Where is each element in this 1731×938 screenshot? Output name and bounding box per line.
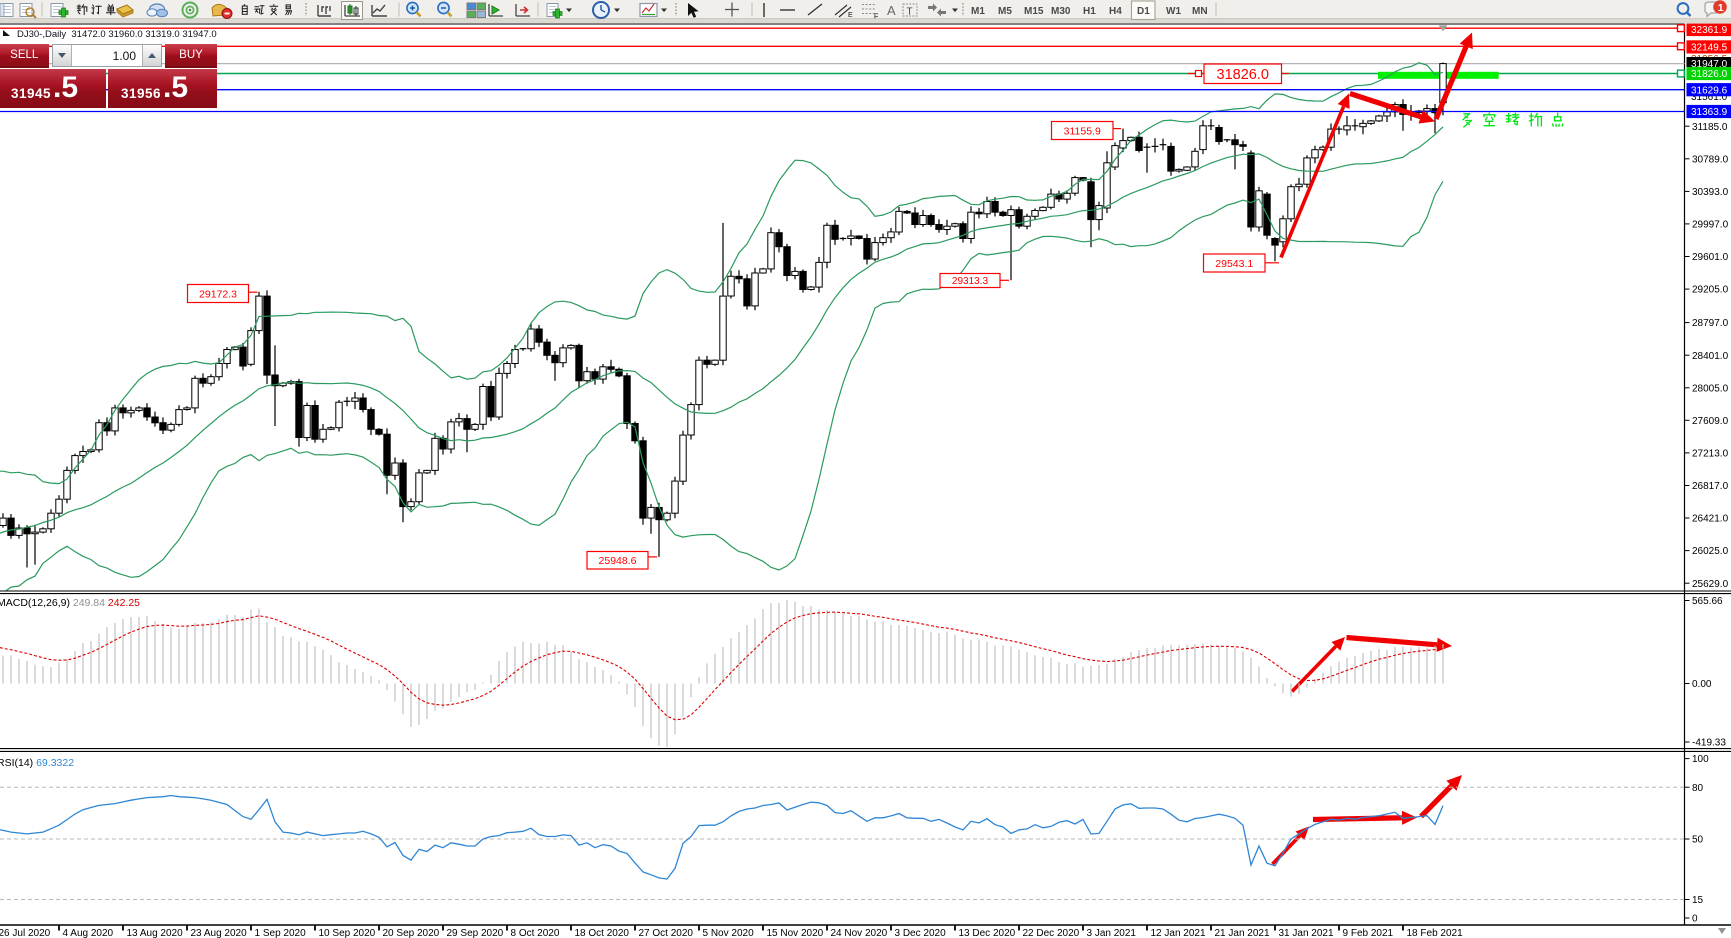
svg-text:31155.9: 31155.9 bbox=[1064, 125, 1101, 137]
svg-text:15 Nov 2020: 15 Nov 2020 bbox=[767, 928, 824, 938]
svg-text:31826.0: 31826.0 bbox=[1217, 67, 1269, 83]
svg-text:30789.0: 30789.0 bbox=[1692, 154, 1729, 165]
svg-text:26817.0: 26817.0 bbox=[1692, 481, 1729, 492]
svg-text:MN: MN bbox=[1192, 6, 1208, 17]
svg-text:13 Dec 2020: 13 Dec 2020 bbox=[959, 928, 1016, 938]
svg-text:31826.0: 31826.0 bbox=[1691, 69, 1728, 80]
svg-text:28401.0: 28401.0 bbox=[1692, 351, 1729, 362]
svg-text:13 Aug 2020: 13 Aug 2020 bbox=[127, 928, 184, 938]
svg-text:27609.0: 27609.0 bbox=[1692, 416, 1729, 427]
svg-text:5 Nov 2020: 5 Nov 2020 bbox=[703, 928, 755, 938]
svg-text:1: 1 bbox=[1718, 2, 1724, 14]
svg-text:4 Aug 2020: 4 Aug 2020 bbox=[63, 928, 114, 938]
svg-text:29205.0: 29205.0 bbox=[1692, 285, 1729, 296]
svg-text:21 Jan 2021: 21 Jan 2021 bbox=[1215, 928, 1270, 938]
svg-text:1 Sep 2020: 1 Sep 2020 bbox=[255, 928, 307, 938]
svg-text:31363.9: 31363.9 bbox=[1691, 107, 1728, 118]
svg-text:31185.0: 31185.0 bbox=[1692, 122, 1728, 133]
svg-text:3 Dec 2020: 3 Dec 2020 bbox=[895, 928, 947, 938]
svg-text:29997.0: 29997.0 bbox=[1692, 220, 1729, 231]
svg-text:H1: H1 bbox=[1083, 6, 1096, 17]
svg-text:M1: M1 bbox=[971, 6, 985, 17]
svg-text:18 Oct 2020: 18 Oct 2020 bbox=[575, 928, 630, 938]
svg-text:0.00: 0.00 bbox=[1692, 679, 1712, 690]
svg-text:T: T bbox=[907, 7, 913, 18]
svg-text:22 Dec 2020: 22 Dec 2020 bbox=[1023, 928, 1080, 938]
svg-text:29172.3: 29172.3 bbox=[199, 288, 237, 300]
svg-text:MACD(12,26,9) 249.84 242.25: MACD(12,26,9) 249.84 242.25 bbox=[0, 597, 140, 609]
svg-text:28797.0: 28797.0 bbox=[1692, 318, 1729, 329]
svg-text:RSI(14) 69.3322: RSI(14) 69.3322 bbox=[0, 757, 74, 769]
svg-text:29543.1: 29543.1 bbox=[1215, 258, 1253, 270]
svg-text:M30: M30 bbox=[1051, 6, 1071, 17]
svg-text:565.66: 565.66 bbox=[1692, 596, 1723, 607]
svg-text:32149.5: 32149.5 bbox=[1691, 43, 1728, 54]
svg-text:31947.0: 31947.0 bbox=[1691, 59, 1728, 70]
svg-text:3 Jan 2021: 3 Jan 2021 bbox=[1087, 928, 1137, 938]
svg-text:29 Sep 2020: 29 Sep 2020 bbox=[447, 928, 504, 938]
svg-text:12 Jan 2021: 12 Jan 2021 bbox=[1151, 928, 1206, 938]
svg-text:29313.3: 29313.3 bbox=[952, 276, 989, 287]
svg-text:M15: M15 bbox=[1024, 6, 1044, 17]
svg-text:25948.6: 25948.6 bbox=[599, 555, 637, 567]
svg-text:50: 50 bbox=[1692, 835, 1704, 846]
svg-text:26025.0: 26025.0 bbox=[1692, 546, 1729, 557]
svg-text:30393.0: 30393.0 bbox=[1692, 187, 1729, 198]
svg-text:A: A bbox=[887, 3, 896, 18]
svg-text:D1: D1 bbox=[1137, 6, 1150, 17]
svg-text:27213.0: 27213.0 bbox=[1692, 449, 1729, 460]
svg-text:F: F bbox=[874, 14, 878, 21]
svg-text:H4: H4 bbox=[1109, 6, 1122, 17]
svg-text:-419.33: -419.33 bbox=[1692, 738, 1726, 749]
svg-text:18 Feb 2021: 18 Feb 2021 bbox=[1407, 928, 1464, 938]
svg-text:31561.0: 31561.0 bbox=[1691, 92, 1728, 103]
svg-text:0: 0 bbox=[1692, 914, 1698, 925]
svg-text:28005.0: 28005.0 bbox=[1692, 383, 1729, 394]
svg-text:20 Sep 2020: 20 Sep 2020 bbox=[383, 928, 440, 938]
svg-text:80: 80 bbox=[1692, 783, 1704, 794]
svg-text:15: 15 bbox=[1692, 895, 1704, 906]
svg-text:31 Jan 2021: 31 Jan 2021 bbox=[1279, 928, 1334, 938]
svg-text:25629.0: 25629.0 bbox=[1692, 579, 1729, 590]
svg-text:100: 100 bbox=[1692, 754, 1709, 765]
svg-text:W1: W1 bbox=[1166, 6, 1181, 17]
svg-text:9 Feb 2021: 9 Feb 2021 bbox=[1343, 928, 1394, 938]
svg-text:24 Nov 2020: 24 Nov 2020 bbox=[831, 928, 888, 938]
svg-text:23 Aug 2020: 23 Aug 2020 bbox=[191, 928, 248, 938]
svg-text:29601.0: 29601.0 bbox=[1692, 252, 1729, 263]
svg-text:31629.6: 31629.6 bbox=[1691, 85, 1728, 96]
svg-text:E: E bbox=[848, 12, 853, 19]
svg-text:27 Oct 2020: 27 Oct 2020 bbox=[639, 928, 694, 938]
svg-text:M5: M5 bbox=[998, 6, 1012, 17]
svg-text:32361.9: 32361.9 bbox=[1691, 25, 1728, 36]
svg-text:8 Oct 2020: 8 Oct 2020 bbox=[511, 928, 560, 938]
svg-text:10 Sep 2020: 10 Sep 2020 bbox=[319, 928, 376, 938]
svg-text:26421.0: 26421.0 bbox=[1692, 514, 1729, 525]
svg-text:26 Jul 2020: 26 Jul 2020 bbox=[0, 928, 51, 938]
